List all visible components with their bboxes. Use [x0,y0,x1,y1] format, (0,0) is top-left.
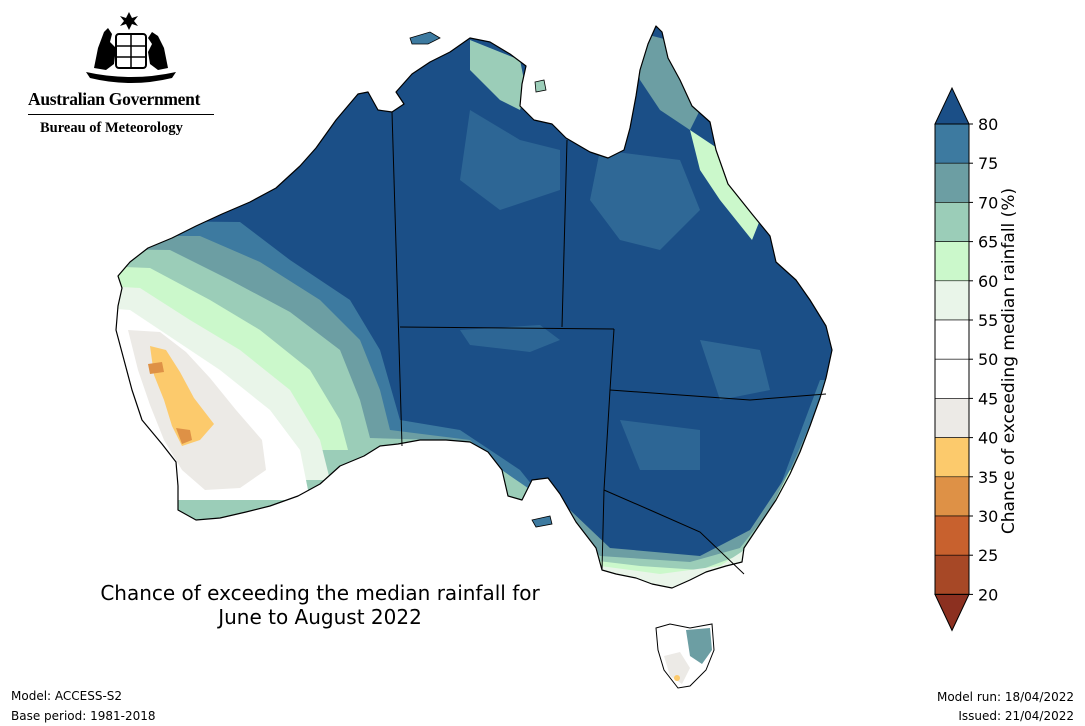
colorbar-bin-60-65 [934,241,970,282]
border-sa-qld-nsw [601,328,615,571]
coat-of-arms-icon [86,12,176,83]
colorbar-bin-75-80 [934,123,970,164]
border-nt-sa [399,326,615,330]
government-logo: Australian Government Bureau of Meteorol… [20,8,225,140]
colorbar-bin-55-60 [934,280,970,321]
colorbar-tick-label: 50 [978,350,998,369]
border-nsw-qld [609,389,827,401]
band-35-40 [150,346,214,446]
kangaroo-island [531,515,553,528]
legend-title: Chance of exceeding median rainfall (%) [999,187,1019,535]
colorbar-tick-label: 25 [978,546,998,565]
colorbar-tick-label: 55 [978,311,998,330]
colorbar-tick-label: 75 [978,154,998,173]
government-name: Australian Government [28,89,201,109]
colorbar-tick-label: 30 [978,507,998,526]
colorbar-tick-label: 70 [978,193,998,212]
colorbar-bin-20-25 [934,554,970,595]
colorbar-tick-label: 60 [978,272,998,291]
base-period-label: Base period: 1981-2018 [11,709,156,723]
colorbar-bin-40-45 [934,398,970,438]
colorbar-tick-label: 20 [978,585,998,604]
map-title-line-2: June to August 2022 [218,605,422,629]
colorbar-bin-45-50 [934,358,970,399]
colorbar-tick-label: 40 [978,429,998,448]
colorbar-extend-top [934,86,970,125]
mainland-outline [115,25,833,589]
tiwi-islands [409,31,441,45]
colorbar-bin-70-75 [934,162,970,203]
state-borders [391,111,827,575]
colorbar-bin-25-30 [934,515,970,556]
model-run-label: Model run: 18/04/2022 [936,690,1074,704]
colorbar-bin-50-55 [934,319,970,360]
bureau-name: Bureau of Meteorology [40,120,183,136]
colorbar-tick-label: 35 [978,468,998,487]
legend-colorbar: 80 75 70 65 60 55 50 45 40 35 30 25 20 [934,86,998,632]
colorbar-tick-label: 80 [978,115,998,134]
border-nsw-vic [603,489,745,575]
colorbar-extend-bottom [934,593,970,632]
colorbar-bin-30-35 [934,476,970,517]
band-30-35 [176,428,192,444]
colorbar-tick-label: 45 [978,389,998,408]
colorbar-tick-label: 65 [978,233,998,252]
border-wa [391,111,403,447]
logo-divider [28,114,214,115]
border-nt-qld [561,139,568,328]
colorbar-bin-65-70 [934,202,970,242]
model-label: Model: ACCESS-S2 [11,689,123,703]
map-title-line-1: Chance of exceeding the median rainfall … [100,581,540,605]
issued-label: Issued: 21/04/2022 [958,709,1074,723]
groote-eylandt [534,79,547,93]
colorbar-bin-35-40 [934,437,970,478]
band-30-35b [148,362,164,374]
map-title: Chance of exceeding the median rainfall … [70,581,570,629]
